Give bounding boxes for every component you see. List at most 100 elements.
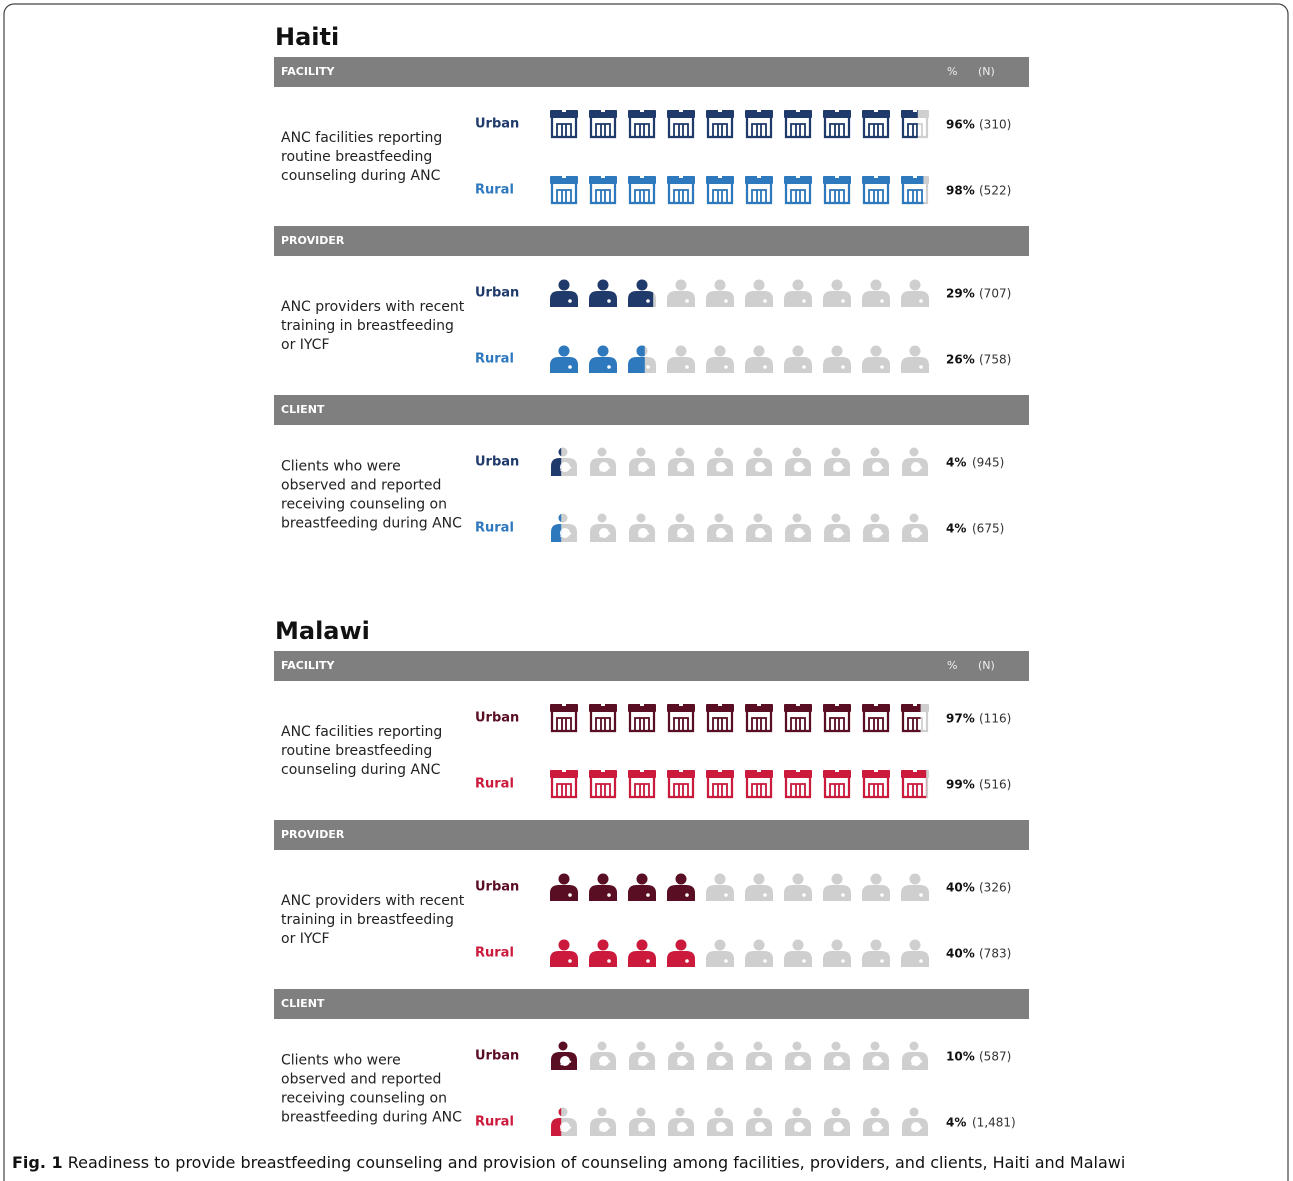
row-name: Urban xyxy=(475,117,519,132)
icon xyxy=(745,279,773,307)
icons-background xyxy=(550,1106,929,1137)
icon xyxy=(745,345,773,373)
icons-background xyxy=(550,1040,929,1071)
section-header-bar xyxy=(274,226,1029,256)
n-header: (N) xyxy=(978,659,995,672)
icons-background xyxy=(550,446,929,477)
section-label: receiving counseling on xyxy=(281,497,447,513)
icon xyxy=(706,1106,734,1137)
icon xyxy=(743,173,775,205)
icon xyxy=(901,279,929,307)
section-label: Clients who were xyxy=(281,1053,401,1069)
section-label: or IYCF xyxy=(281,337,330,353)
icon xyxy=(589,873,617,901)
icons-value xyxy=(550,701,921,733)
icon xyxy=(862,939,890,967)
section-label: ANC facilities reporting xyxy=(281,130,442,146)
icon xyxy=(782,767,814,799)
row-name: Rural xyxy=(475,946,514,961)
icon xyxy=(743,767,775,799)
section-label: ANC providers with recent xyxy=(281,299,465,315)
pct-header: % xyxy=(947,659,957,672)
icon xyxy=(628,1106,656,1137)
icon xyxy=(704,767,736,799)
icon xyxy=(550,173,580,205)
section-label: ANC providers with recent xyxy=(281,893,465,909)
icon xyxy=(823,279,851,307)
icon xyxy=(862,1106,890,1137)
icon xyxy=(550,701,580,733)
icon xyxy=(589,345,617,373)
icon xyxy=(706,446,734,477)
icon xyxy=(587,767,619,799)
section-label: training in breastfeeding xyxy=(281,912,454,928)
n-label: (116) xyxy=(979,712,1011,726)
icon xyxy=(589,446,617,477)
row-name: Urban xyxy=(475,711,519,726)
icon xyxy=(589,1040,617,1071)
row-name: Urban xyxy=(475,455,519,470)
icon xyxy=(706,939,734,967)
icon xyxy=(823,512,851,543)
icon xyxy=(745,446,773,477)
caption-label: Fig. 1 xyxy=(12,1153,63,1172)
row-name: Rural xyxy=(475,1115,514,1130)
section-label: breastfeeding during ANC xyxy=(281,516,462,532)
value-label: 40% xyxy=(946,947,975,961)
section-header-bar xyxy=(274,395,1029,425)
icon xyxy=(823,1106,851,1137)
icon xyxy=(860,701,892,733)
icon xyxy=(745,512,773,543)
icon xyxy=(665,701,697,733)
icon xyxy=(706,1040,734,1071)
icons-background xyxy=(550,512,929,543)
icon xyxy=(587,173,619,205)
section-header: CLIENT xyxy=(281,997,325,1010)
icon xyxy=(626,767,658,799)
value-label: 4% xyxy=(946,522,966,536)
n-label: (587) xyxy=(979,1050,1011,1064)
icons-value xyxy=(550,107,918,139)
icon xyxy=(667,512,695,543)
icon xyxy=(823,873,851,901)
row-name: Urban xyxy=(475,286,519,301)
row-name: Rural xyxy=(475,777,514,792)
icon xyxy=(862,873,890,901)
icon xyxy=(667,1040,695,1071)
value-label: 40% xyxy=(946,881,975,895)
icon xyxy=(667,939,695,967)
section-label: routine breastfeeding xyxy=(281,149,432,165)
icon xyxy=(550,873,578,901)
section-label: observed and reported xyxy=(281,1072,441,1088)
icon xyxy=(706,512,734,543)
icon xyxy=(823,939,851,967)
icon xyxy=(821,767,853,799)
section-header-bar xyxy=(274,651,1029,681)
icon xyxy=(550,107,580,139)
icon xyxy=(821,173,853,205)
icon xyxy=(745,1106,773,1137)
icon xyxy=(862,446,890,477)
icon xyxy=(628,512,656,543)
icon xyxy=(901,345,929,373)
icon xyxy=(667,873,695,901)
icon xyxy=(665,767,697,799)
icon xyxy=(862,345,890,373)
section-label: receiving counseling on xyxy=(281,1091,447,1107)
icon xyxy=(782,701,814,733)
icon xyxy=(862,1040,890,1071)
row-name: Urban xyxy=(475,1049,519,1064)
icon xyxy=(821,107,853,139)
value-label: 29% xyxy=(946,287,975,301)
icon xyxy=(782,173,814,205)
icon xyxy=(704,701,736,733)
value-label: 10% xyxy=(946,1050,975,1064)
n-label: (522) xyxy=(979,184,1011,198)
icon xyxy=(589,1106,617,1137)
n-label: (707) xyxy=(979,287,1011,301)
section-header: FACILITY xyxy=(281,65,336,78)
icon xyxy=(706,873,734,901)
section-header: PROVIDER xyxy=(281,234,345,247)
icon xyxy=(862,279,890,307)
section-header-bar xyxy=(274,820,1029,850)
